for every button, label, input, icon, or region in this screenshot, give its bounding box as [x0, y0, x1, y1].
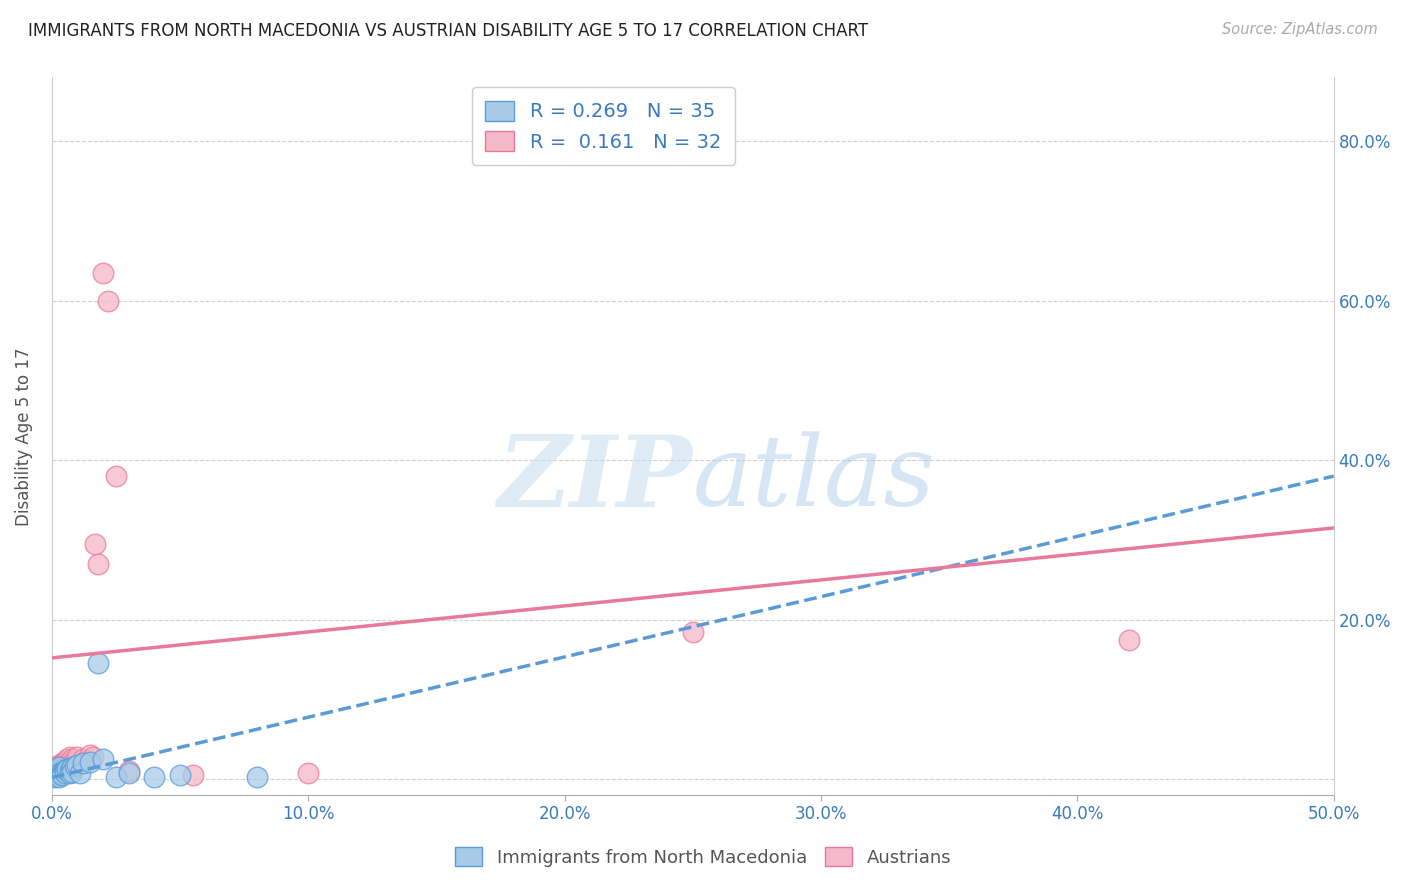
Point	[97, 293, 120, 308]
Point	[104, 770, 127, 784]
Point	[45, 767, 67, 781]
Point	[60, 760, 83, 774]
Point	[118, 764, 141, 779]
Point	[51, 764, 73, 779]
Point	[56, 764, 79, 778]
Text: Source: ZipAtlas.com: Source: ZipAtlas.com	[1222, 22, 1378, 37]
Point	[79, 748, 101, 763]
Legend: Immigrants from North Macedonia, Austrians: Immigrants from North Macedonia, Austria…	[447, 840, 959, 874]
Point	[79, 755, 101, 769]
Point	[60, 756, 83, 771]
Point	[682, 624, 704, 639]
Point	[45, 763, 67, 777]
Point	[169, 768, 191, 782]
Point	[45, 764, 67, 779]
Point	[69, 765, 91, 780]
Point	[59, 755, 82, 769]
Point	[48, 760, 70, 774]
Point	[45, 769, 67, 783]
Point	[66, 757, 89, 772]
Point	[63, 755, 86, 769]
Point	[51, 756, 73, 771]
Point	[63, 759, 86, 773]
Point	[59, 749, 82, 764]
Point	[48, 763, 70, 777]
Point	[104, 469, 127, 483]
Point	[51, 757, 73, 772]
Point	[297, 765, 319, 780]
Point	[59, 763, 82, 777]
Text: IMMIGRANTS FROM NORTH MACEDONIA VS AUSTRIAN DISABILITY AGE 5 TO 17 CORRELATION C: IMMIGRANTS FROM NORTH MACEDONIA VS AUSTR…	[28, 22, 869, 40]
Point	[44, 765, 66, 780]
Point	[45, 760, 67, 774]
Point	[246, 770, 269, 784]
Point	[53, 756, 76, 771]
Legend: R = 0.269   N = 35, R =  0.161   N = 32: R = 0.269 N = 35, R = 0.161 N = 32	[471, 87, 735, 165]
Point	[118, 765, 141, 780]
Y-axis label: Disability Age 5 to 17: Disability Age 5 to 17	[15, 347, 32, 525]
Point	[72, 752, 94, 766]
Point	[44, 768, 66, 782]
Point	[72, 756, 94, 771]
Point	[53, 755, 76, 769]
Point	[82, 749, 104, 764]
Point	[45, 766, 67, 780]
Point	[48, 765, 70, 780]
Point	[181, 768, 204, 782]
Point	[91, 266, 114, 280]
Point	[48, 770, 70, 784]
Point	[51, 766, 73, 780]
Point	[44, 764, 66, 779]
Point	[56, 762, 79, 776]
Point	[53, 765, 76, 780]
Point	[48, 757, 70, 772]
Point	[59, 765, 82, 780]
Point	[53, 764, 76, 779]
Point	[66, 749, 89, 764]
Point	[87, 557, 110, 571]
Point	[87, 657, 110, 671]
Text: ZIP: ZIP	[498, 431, 693, 527]
Point	[84, 537, 107, 551]
Point	[60, 764, 83, 779]
Point	[1118, 632, 1140, 647]
Point	[44, 765, 66, 780]
Point	[56, 760, 79, 774]
Point	[53, 763, 76, 777]
Text: atlas: atlas	[693, 432, 935, 527]
Point	[75, 755, 97, 769]
Point	[91, 752, 114, 766]
Point	[60, 752, 83, 766]
Point	[56, 752, 79, 766]
Point	[44, 770, 66, 784]
Point	[51, 768, 73, 782]
Point	[143, 770, 166, 784]
Point	[48, 760, 70, 774]
